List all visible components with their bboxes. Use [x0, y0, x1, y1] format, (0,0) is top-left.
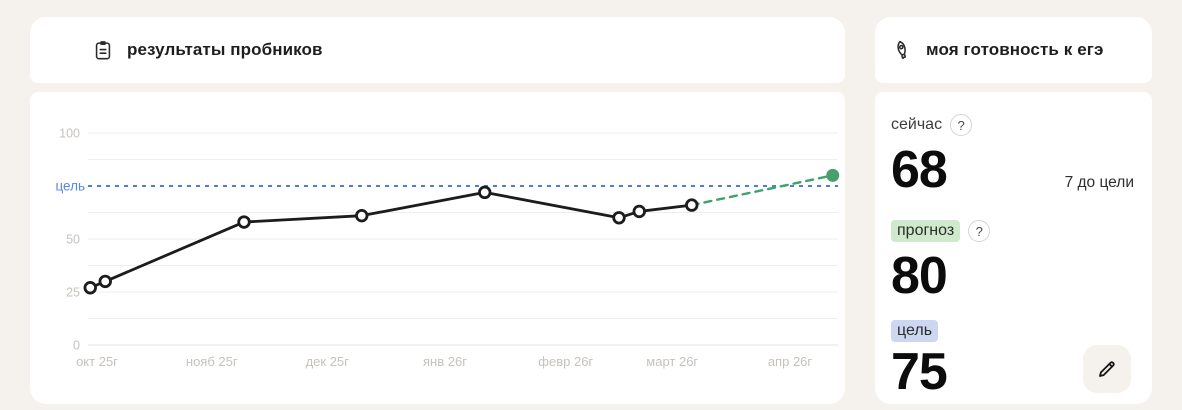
results-card-title: результаты пробников — [127, 40, 323, 59]
x-axis-label: окт 25г — [76, 354, 118, 369]
help-now-button[interactable]: ? — [950, 114, 973, 136]
edit-goal-button[interactable] — [1083, 345, 1131, 393]
readiness-stats-card: сейчас ? 68 7 до цели прогноз ? 80 цель … — [875, 92, 1152, 404]
stat-goal-label: цель — [891, 320, 939, 342]
stat-forecast-label: прогноз — [891, 220, 961, 242]
y-axis-label: 100 — [59, 127, 80, 141]
data-point[interactable] — [355, 208, 369, 223]
forecast-line — [690, 174, 834, 207]
rocket-icon — [891, 39, 913, 61]
x-axis-label: янв 26г — [423, 354, 467, 369]
clipboard-icon — [92, 39, 114, 61]
stat-now-value: 68 — [891, 141, 948, 199]
stat-now-label: сейчас — [891, 116, 943, 133]
goal-line-label: цель — [55, 179, 85, 194]
results-line — [88, 190, 694, 290]
pencil-icon — [1095, 357, 1119, 381]
data-point[interactable] — [685, 198, 699, 212]
readiness-card-header: моя готовность к егэ — [875, 17, 1152, 83]
y-axis-label: 25 — [66, 286, 80, 300]
forecast-point[interactable] — [826, 168, 840, 182]
stat-now-note: 7 до цели — [1064, 174, 1134, 191]
stat-now-row: сейчас ? — [891, 114, 973, 136]
results-card-header: результаты пробников — [30, 17, 845, 83]
x-axis-label: нояб 25г — [186, 354, 238, 369]
data-point[interactable] — [478, 185, 492, 200]
results-chart-svg: 0 25 50 100 окт 25г нояб 25г дек 25г янв 26г фев… — [55, 127, 840, 369]
data-point[interactable] — [632, 204, 646, 219]
stat-goal-value: 75 — [891, 343, 948, 401]
stat-goal-row: цель — [891, 320, 939, 342]
x-axis-label: дек 25г — [306, 354, 350, 369]
help-forecast-button[interactable]: ? — [968, 220, 991, 242]
stat-forecast-row: прогноз ? — [891, 220, 991, 242]
x-axis-label: февр 26г — [538, 354, 593, 369]
x-axis-label: март 26г — [646, 354, 698, 369]
y-axis-label: 50 — [66, 233, 80, 247]
data-point[interactable] — [237, 215, 251, 229]
readiness-card-title: моя готовность к егэ — [926, 40, 1104, 59]
data-point[interactable] — [612, 211, 626, 225]
x-axis-label: апр 26г — [768, 354, 813, 369]
results-chart-card: 0 25 50 100 окт 25г нояб 25г дек 25г янв 26г фев… — [30, 92, 845, 404]
data-point[interactable] — [83, 281, 97, 295]
y-axis-label: 0 — [73, 339, 80, 353]
data-point[interactable] — [98, 274, 112, 289]
stat-forecast-value: 80 — [891, 247, 948, 305]
